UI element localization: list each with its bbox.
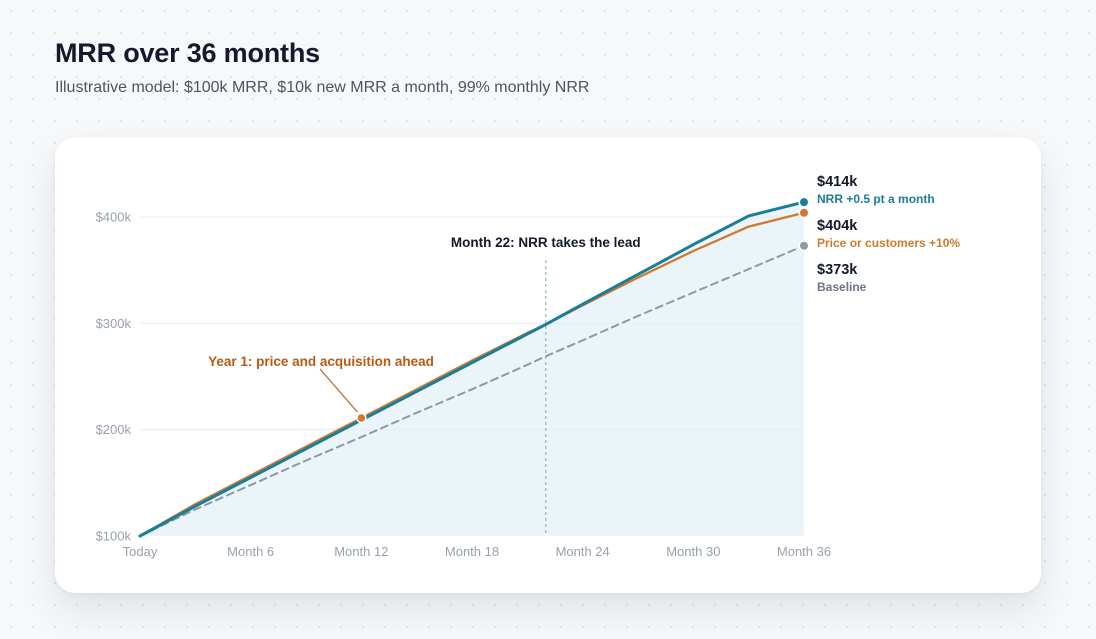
x-tick-label: Month 36	[777, 544, 831, 559]
end-value-label-nrr: $414k	[817, 174, 858, 190]
page-subtitle: Illustrative model: $100k MRR, $10k new …	[55, 79, 590, 96]
year-1-annotation: Year 1: price and acquisition ahead	[208, 354, 434, 369]
series-line-nrr	[138, 200, 806, 538]
end-point-price	[798, 207, 810, 219]
series-name-label-baseline: Baseline	[817, 280, 867, 294]
area-fill	[140, 202, 804, 536]
series-name-label-price: Price or customers +10%	[817, 236, 960, 250]
x-tick-label: Month 30	[666, 544, 720, 559]
y-tick-label: $400k	[96, 210, 132, 225]
x-tick-label: Month 12	[334, 544, 388, 559]
x-tick-label: Today	[123, 544, 158, 559]
year-1-leader-line	[319, 368, 358, 413]
series-line-baseline	[139, 244, 805, 537]
x-tick-label: Month 24	[556, 544, 610, 559]
end-value-label-baseline: $373k	[817, 262, 858, 278]
series-name-label-nrr: NRR +0.5 pt a month	[817, 192, 935, 206]
page-title: MRR over 36 months	[55, 38, 320, 68]
chart-card: $100k $200k $300k $400k Today Month 6 Month 12…	[55, 137, 1041, 593]
year-1-marker	[356, 412, 367, 424]
x-tick-label: Month 6	[227, 544, 274, 559]
y-tick-label: $100k	[96, 529, 132, 544]
mrr-line-chart: $100k $200k $300k $400k Today Month 6 Month 12…	[96, 174, 961, 559]
x-tick-label: Month 18	[445, 544, 499, 559]
y-tick-label: $300k	[96, 316, 132, 331]
end-point-baseline	[798, 240, 810, 252]
end-value-label-price: $404k	[817, 218, 858, 234]
y-tick-label: $200k	[96, 422, 132, 437]
end-point-nrr	[798, 196, 810, 208]
month-22-annotation: Month 22: NRR takes the lead	[451, 235, 641, 250]
